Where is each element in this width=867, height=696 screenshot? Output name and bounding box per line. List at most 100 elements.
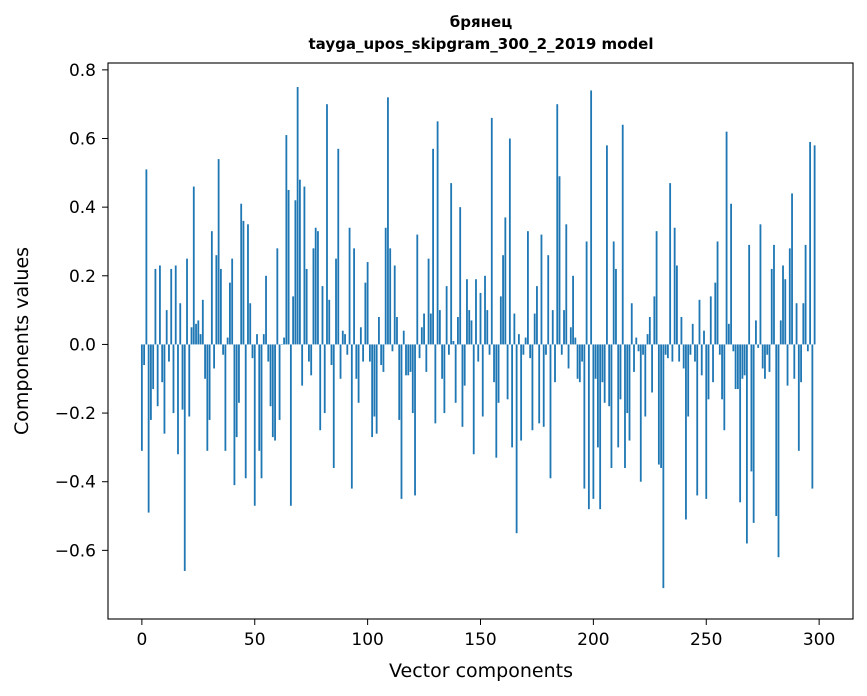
bar-component-10: [163, 344, 166, 434]
bar-component-86: [335, 258, 337, 345]
bar-component-236: [673, 227, 676, 345]
bar-component-160: [502, 255, 504, 345]
bar-component-263: [734, 344, 737, 390]
bar-component-172: [529, 344, 532, 359]
bar-component-88: [339, 344, 342, 379]
bar-component-110: [389, 248, 392, 345]
bar-component-215: [626, 344, 629, 414]
bar-component-279: [770, 268, 773, 345]
bar-component-56: [267, 344, 270, 362]
bar-component-154: [488, 344, 491, 355]
bar-component-145: [468, 310, 471, 345]
bar-component-134: [443, 344, 446, 414]
bar-component-15: [174, 265, 177, 345]
bar-component-285: [784, 279, 787, 345]
bar-component-131: [436, 121, 439, 345]
bar-component-268: [745, 344, 748, 544]
bar-component-228: [655, 231, 658, 345]
bar-component-58: [271, 344, 274, 438]
bar-component-128: [429, 313, 432, 345]
bar-component-212: [619, 344, 622, 400]
bar-component-104: [375, 344, 378, 434]
bar-component-138: [452, 341, 455, 345]
bar-component-53: [260, 344, 263, 479]
bar-component-124: [420, 327, 423, 345]
bar-component-217: [630, 303, 633, 345]
bar-component-162: [506, 344, 509, 400]
bar-component-4: [149, 344, 152, 420]
bar-component-252: [709, 296, 712, 345]
bar-component-159: [499, 296, 502, 345]
bar-component-293: [802, 303, 805, 345]
bar-component-184: [556, 104, 559, 345]
bar-component-12: [168, 344, 170, 362]
bar-component-255: [716, 241, 719, 345]
bar-component-289: [793, 344, 796, 379]
y-tick-label: 0.2: [69, 267, 96, 287]
bar-component-166: [515, 344, 518, 534]
bar-component-6: [154, 268, 157, 345]
bar-component-9: [161, 344, 164, 383]
bar-component-275: [761, 344, 764, 369]
y-tick-label: −0.4: [55, 473, 96, 493]
bar-component-30: [208, 344, 211, 420]
bar-component-253: [712, 344, 714, 383]
bar-component-242: [687, 344, 690, 417]
bar-component-92: [348, 227, 351, 345]
bar-component-35: [219, 268, 222, 345]
x-axis-label: Vector components: [389, 660, 573, 682]
bar-component-36: [222, 344, 225, 355]
bar-component-76: [312, 248, 315, 345]
bar-component-261: [730, 203, 732, 345]
bar-component-84: [330, 344, 333, 366]
bar-component-203: [599, 344, 602, 510]
y-tick-label: 0.0: [69, 335, 96, 355]
bar-component-206: [606, 145, 608, 345]
bar-component-81: [323, 344, 326, 414]
bar-component-24: [195, 323, 197, 345]
bar-component-214: [624, 344, 626, 468]
bar-component-156: [493, 344, 495, 383]
bar-component-282: [777, 344, 780, 558]
bar-component-235: [671, 344, 674, 362]
bar-component-70: [298, 179, 301, 345]
bar-component-169: [522, 344, 525, 355]
bar-component-266: [741, 344, 744, 379]
bar-component-80: [321, 286, 324, 345]
y-tick-label: 0.8: [69, 61, 96, 81]
bar-component-50: [253, 344, 256, 506]
bar-component-93: [350, 344, 353, 489]
bar-component-43: [238, 344, 240, 403]
bar-component-11: [165, 310, 168, 345]
bar-component-290: [795, 303, 798, 345]
bar-component-192: [574, 337, 577, 345]
bar-component-23: [192, 186, 195, 345]
bar-component-107: [382, 344, 385, 372]
bar-component-164: [511, 344, 514, 448]
bar-component-194: [578, 344, 581, 383]
bar-component-183: [554, 344, 556, 383]
bar-component-87: [337, 148, 340, 345]
bar-component-114: [398, 344, 401, 420]
bar-component-201: [594, 344, 597, 379]
bar-component-75: [310, 344, 313, 376]
bar-component-133: [441, 344, 444, 379]
bar-component-211: [617, 344, 620, 448]
bar-component-195: [581, 344, 583, 362]
bar-component-174: [533, 313, 536, 345]
bar-component-218: [633, 344, 635, 372]
bar-component-34: [217, 159, 220, 345]
bar-component-233: [666, 344, 669, 359]
bar-component-19: [183, 344, 186, 571]
bar-component-7: [156, 344, 159, 407]
bar-component-37: [224, 344, 227, 451]
bar-component-244: [691, 323, 694, 345]
bar-component-151: [481, 344, 484, 417]
bar-component-210: [615, 268, 617, 345]
bar-component-223: [644, 344, 647, 417]
bar-component-171: [527, 231, 529, 345]
bar-component-83: [328, 299, 331, 345]
bar-component-89: [341, 330, 344, 345]
bar-component-185: [558, 176, 561, 345]
